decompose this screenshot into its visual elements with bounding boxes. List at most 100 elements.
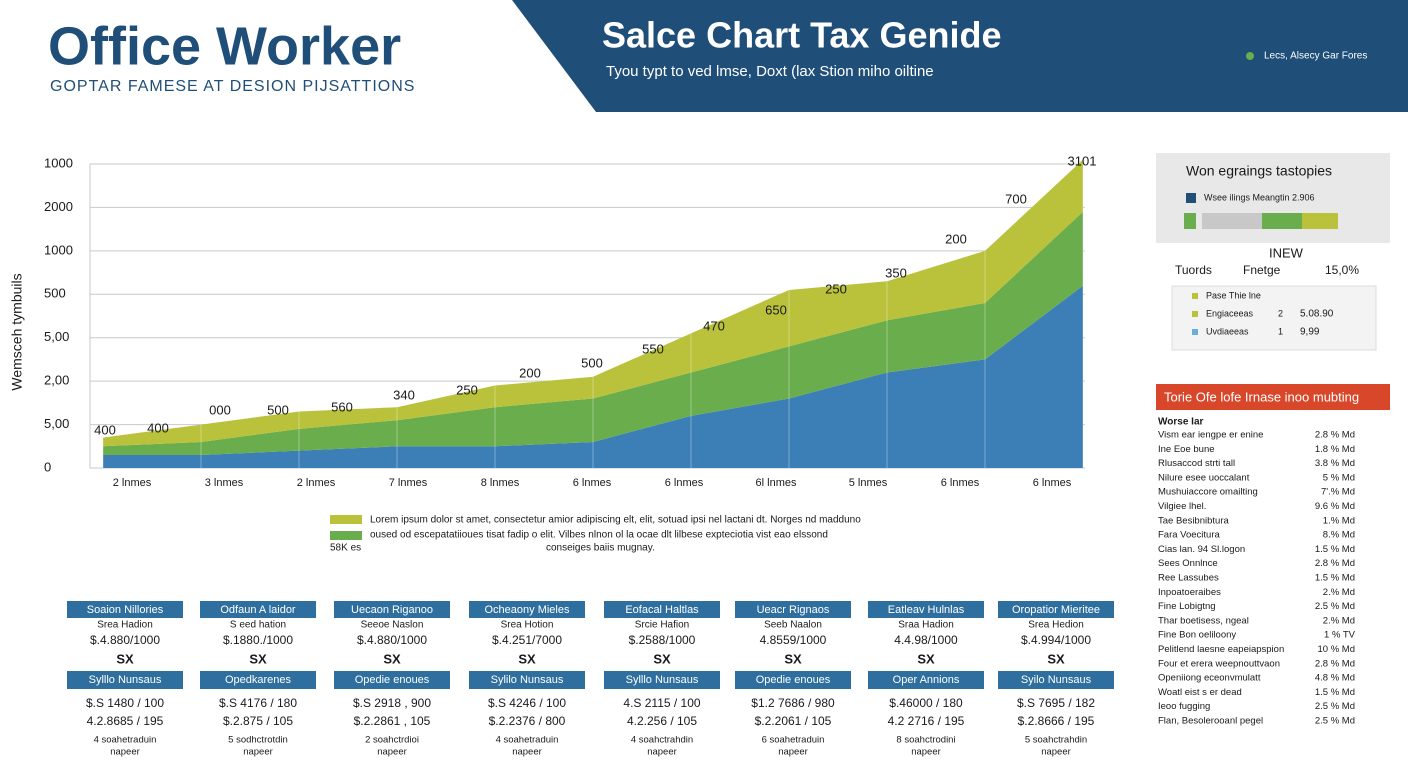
annotation: 700 xyxy=(1005,191,1027,206)
card-header xyxy=(735,601,851,618)
list-name: Fine Bon oeliloony xyxy=(1158,630,1236,641)
legend-swatch xyxy=(330,531,362,540)
legend-swatch xyxy=(330,515,362,524)
mini-num: 1 xyxy=(1278,326,1283,336)
card-header xyxy=(469,671,585,689)
list-name: Rlusaccod strti tall xyxy=(1158,458,1235,469)
card-title: Oper Annions xyxy=(893,674,960,686)
y-tick-label: 5,00 xyxy=(44,416,69,431)
mini-swatch xyxy=(1192,293,1198,299)
bar-seg xyxy=(1262,213,1302,229)
card-title: Eofacal Haltlas xyxy=(625,604,699,616)
mini-label: Uvdiaeeas xyxy=(1206,326,1249,336)
banner-subtitle: Tyou typt to ved lmse, Doxt (lax Stion m… xyxy=(606,63,934,80)
annotation: 200 xyxy=(945,231,967,246)
card-title: Opedie enoues xyxy=(756,674,831,686)
annotation: 400 xyxy=(147,420,169,435)
x-tick-label: 5 lnmes xyxy=(849,477,888,489)
x-tick-label: 6 lnmes xyxy=(665,477,704,489)
legend-note: 58K es xyxy=(330,543,361,554)
card-line: $.2.2376 / 800 xyxy=(489,714,566,728)
annotation: 470 xyxy=(703,318,725,333)
banner-note: Lecs, Alsecy Gar Fores xyxy=(1264,51,1367,62)
card-sub: Srea Hadion xyxy=(97,620,153,631)
card-title: Opedie enoues xyxy=(355,674,430,686)
card-value: 4.8559/1000 xyxy=(760,633,827,647)
card-note: 4 soahctrahdin xyxy=(631,735,693,746)
card-line: $.S 2918 , 900 xyxy=(353,696,431,710)
card-note: 4 soahetraduin xyxy=(94,735,157,746)
list-header xyxy=(1156,384,1390,410)
list-name: Fara Voecitura xyxy=(1158,530,1220,541)
list-value: 8.% Md xyxy=(1323,530,1355,541)
card-note: napeer xyxy=(110,747,140,758)
x-tick-label: 6 lnmes xyxy=(1033,477,1072,489)
annotation: 560 xyxy=(331,399,353,414)
legend-label: Lorem ipsum dolor st amet, consectetur a… xyxy=(370,515,861,526)
y-tick-label: 5,00 xyxy=(44,329,69,344)
card-line: $.2.875 / 105 xyxy=(223,714,293,728)
card-value: 4.4.98/1000 xyxy=(894,633,958,647)
card-value: $.2588/1000 xyxy=(629,633,696,647)
card-note: napeer xyxy=(243,747,273,758)
x-tick-label: 6 lnmes xyxy=(941,477,980,489)
list-name: Mushuiaccore omailting xyxy=(1158,487,1258,498)
card-sub: Srea Hotion xyxy=(501,620,554,631)
list-value: 2.8 % Md xyxy=(1315,558,1355,569)
card-note: 5 soahctrahdin xyxy=(1025,735,1087,746)
card-note: napeer xyxy=(512,747,542,758)
card-value: $.1880./1000 xyxy=(223,633,293,647)
card-header xyxy=(998,671,1114,689)
card-line: 4.S 2115 / 100 xyxy=(623,696,701,710)
annotation: 550 xyxy=(642,341,664,356)
card-note: 5 sodhctrotdin xyxy=(228,735,288,746)
card-unit: SX xyxy=(917,651,935,666)
card-value: $.4.251/7000 xyxy=(492,633,562,647)
card-sub: Seeb Naalon xyxy=(764,620,822,631)
card-header xyxy=(67,671,183,689)
annotation: 250 xyxy=(456,382,478,397)
card-unit: SX xyxy=(1047,651,1065,666)
bar-seg xyxy=(1184,213,1196,229)
card-sub: Seeoe Naslon xyxy=(361,620,424,631)
x-tick-label: 2 lnmes xyxy=(297,477,336,489)
annotation: 3101 xyxy=(1068,153,1097,168)
new-label: INEW xyxy=(1269,245,1304,260)
annotation: 000 xyxy=(209,402,231,417)
list-value: 9.6 % Md xyxy=(1315,501,1355,512)
subtitle: GOPTAR FAMESE AT DESION PIJSATTIONS xyxy=(50,78,415,95)
card-line: $.S 4246 / 100 xyxy=(488,696,566,710)
list-name: Inpoatoeraibes xyxy=(1158,587,1221,598)
bar-seg xyxy=(1302,213,1338,229)
card-header xyxy=(868,601,984,618)
card-line: $.2.8666 / 195 xyxy=(1018,714,1095,728)
mini-label: Engiaceeas xyxy=(1206,308,1254,318)
y-axis-title: Wemsceh tymbuils xyxy=(9,273,25,390)
y-tick-label: 0 xyxy=(44,459,51,474)
list-name: Thar boetisess, ngeal xyxy=(1158,615,1249,626)
card-note: napeer xyxy=(911,747,941,758)
card-value: $.4.880/1000 xyxy=(90,633,160,647)
list-name: Pelitlend laesne eapeiapspion xyxy=(1158,644,1284,655)
card-header xyxy=(735,671,851,689)
banner-title: Salce Chart Tax Genide xyxy=(602,15,1001,56)
card-sub: Srcie Hafion xyxy=(635,620,689,631)
card-note: napeer xyxy=(778,747,808,758)
list-name: Flan, Besolerooanl pegel xyxy=(1158,716,1263,727)
list-value: 2.% Md xyxy=(1323,587,1355,598)
list-name: Nilure esee uoccalant xyxy=(1158,472,1250,483)
card-value: $.4.994/1000 xyxy=(1021,633,1091,647)
card-line: 4.2.8685 / 195 xyxy=(87,714,164,728)
area xyxy=(103,285,1083,468)
mini-swatch xyxy=(1192,311,1198,317)
annotation: 250 xyxy=(825,281,847,296)
card-note: napeer xyxy=(1041,747,1071,758)
annotation: 340 xyxy=(393,387,415,402)
card-sub: S eed hation xyxy=(230,620,286,631)
card-header xyxy=(67,601,183,618)
list-value: 1.5 % Md xyxy=(1315,544,1355,555)
card-unit: SX xyxy=(116,651,134,666)
list-name: Vism ear iengpe er enine xyxy=(1158,430,1263,441)
annotation: 200 xyxy=(519,365,541,380)
